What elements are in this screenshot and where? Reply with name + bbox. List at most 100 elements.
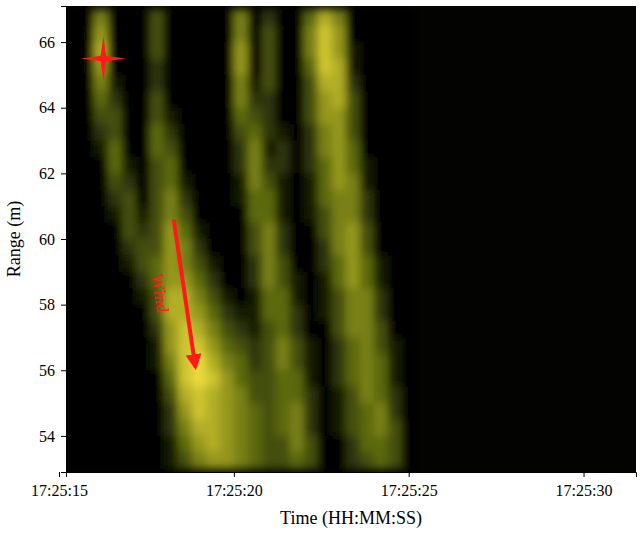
heat-cell: [150, 321, 164, 338]
heat-cell: [276, 370, 290, 387]
heat-cell: [122, 206, 136, 223]
heat-cell: [80, 9, 94, 26]
heat-cell: [346, 206, 360, 223]
heat-cell: [276, 272, 290, 289]
heat-cell: [276, 305, 290, 322]
heat-cell: [150, 26, 164, 43]
heat-cell: [220, 108, 234, 125]
heat-cell: [276, 288, 290, 305]
heat-cell: [220, 436, 234, 453]
heat-cell: [164, 370, 178, 387]
heat-cell: [80, 157, 94, 174]
x-tick-mark: [584, 472, 585, 477]
heat-cell: [248, 387, 262, 404]
heat-cell: [108, 321, 122, 338]
heat-cell: [360, 42, 374, 59]
heat-cell: [346, 452, 360, 469]
heat-cell: [304, 223, 318, 240]
heat-cell: [374, 354, 388, 371]
heat-cell: [150, 124, 164, 141]
heat-cell: [346, 190, 360, 207]
heat-cell: [276, 239, 290, 256]
heat-cell: [332, 337, 346, 354]
heat-cell: [360, 370, 374, 387]
heat-cell: [150, 387, 164, 404]
heat-cell: [192, 42, 206, 59]
heat-cell: [66, 124, 80, 141]
heat-cell: [206, 354, 220, 371]
heat-cell: [262, 419, 276, 436]
heat-cell: [276, 387, 290, 404]
heat-cell: [206, 305, 220, 322]
heat-cell: [66, 9, 80, 26]
heat-cell: [80, 223, 94, 240]
heat-cell: [122, 387, 136, 404]
heat-cell: [234, 173, 248, 190]
heat-cell: [304, 354, 318, 371]
heat-cell: [164, 206, 178, 223]
heat-cell: [66, 436, 80, 453]
heat-cell: [206, 206, 220, 223]
y-tick-mark: [61, 305, 66, 306]
heat-cell: [318, 272, 332, 289]
heat-cell: [304, 436, 318, 453]
heat-cell: [192, 305, 206, 322]
heat-cell: [332, 59, 346, 76]
heat-cell: [94, 403, 108, 420]
heat-cell: [332, 370, 346, 387]
heat-cell: [192, 206, 206, 223]
heat-cell: [206, 59, 220, 76]
heat-cell: [248, 223, 262, 240]
heat-cell: [220, 419, 234, 436]
heat-cell: [164, 9, 178, 26]
heat-cell: [80, 419, 94, 436]
heat-cell: [234, 337, 248, 354]
heat-cell: [122, 26, 136, 43]
heat-cell: [66, 255, 80, 272]
heat-cell: [136, 173, 150, 190]
x-tick: 17:25:25: [381, 472, 438, 499]
heat-cell: [402, 108, 416, 125]
heat-cell: [94, 272, 108, 289]
heat-cell: [276, 75, 290, 92]
heat-cell: [374, 452, 388, 469]
heat-cell: [318, 436, 332, 453]
heat-cell: [108, 190, 122, 207]
heat-cell: [94, 157, 108, 174]
heat-cell: [108, 288, 122, 305]
heat-cell: [234, 370, 248, 387]
x-tick-label: 17:25:15: [31, 482, 88, 499]
heat-cell: [304, 9, 318, 26]
heat-cell: [94, 387, 108, 404]
heat-cell: [150, 419, 164, 436]
heat-cell: [262, 239, 276, 256]
heat-cell: [248, 141, 262, 158]
heat-cell: [290, 321, 304, 338]
heat-cell: [192, 9, 206, 26]
heat-cell: [290, 190, 304, 207]
heat-cell: [346, 239, 360, 256]
heat-cell: [388, 239, 402, 256]
heat-cell: [304, 403, 318, 420]
heat-cell: [304, 239, 318, 256]
y-tick: 54: [39, 428, 66, 445]
heat-cell: [360, 452, 374, 469]
heat-cell: [248, 42, 262, 59]
heat-cell: [248, 354, 262, 371]
heat-cell: [318, 173, 332, 190]
heat-cell: [206, 403, 220, 420]
y-tick-label: 66: [39, 34, 55, 51]
heat-cell: [234, 452, 248, 469]
heat-cell: [304, 141, 318, 158]
heat-cell: [374, 173, 388, 190]
y-axis-title: Range (m): [4, 201, 25, 277]
heat-cell: [164, 190, 178, 207]
heat-cell: [94, 288, 108, 305]
heat-cell: [248, 337, 262, 354]
heat-cell: [94, 354, 108, 371]
heat-cell: [220, 141, 234, 158]
y-tick-label: 62: [39, 165, 55, 182]
heat-cell: [290, 370, 304, 387]
x-tick-label: 17:25:25: [381, 482, 438, 499]
heat-cell: [388, 108, 402, 125]
